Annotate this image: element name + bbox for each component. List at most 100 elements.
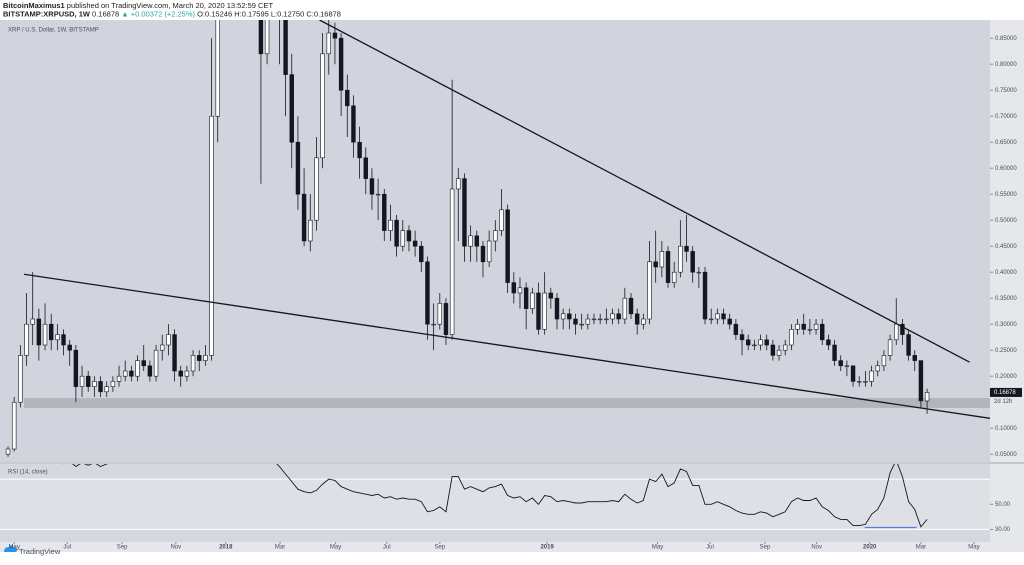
candle-body	[585, 318, 591, 325]
candle-body	[363, 157, 368, 179]
candle-body	[437, 303, 443, 325]
pane-title: XRP / U.S. Dollar, 1W, BITSTAMP	[8, 28, 99, 34]
header-line2: BITSTAMP:XRPUSD, 1W 0.16878 ▲ +0.00372 (…	[3, 9, 341, 18]
candle-body	[474, 235, 480, 247]
candle-body	[98, 381, 103, 393]
candle-body	[887, 339, 893, 356]
candle-body	[542, 292, 547, 330]
x-tick-label: Jul	[706, 545, 714, 551]
candle-body	[591, 318, 597, 321]
rsi-band	[0, 479, 990, 530]
candle-body	[24, 323, 29, 356]
y-tick-label: 0.35000	[995, 296, 1017, 302]
candle-body	[881, 355, 887, 367]
candle-body	[147, 365, 153, 377]
candle-body	[67, 344, 72, 351]
y-tick-label: 0.30000	[995, 322, 1017, 328]
candle-body	[5, 448, 11, 455]
x-tick-label: Nov	[811, 545, 822, 551]
candle-body	[375, 193, 381, 196]
candle-body	[875, 365, 880, 372]
candle-body	[850, 365, 856, 382]
candle-body	[820, 323, 825, 341]
x-tick-label: May	[652, 545, 663, 551]
candle-body	[826, 339, 831, 346]
y-tick-label: 0.60000	[995, 166, 1017, 172]
candle-body	[449, 188, 455, 335]
countdown: 2d 12h	[994, 399, 1012, 405]
candle-body	[659, 251, 665, 268]
candle-body	[678, 245, 683, 273]
candle-body	[641, 318, 646, 325]
y-tick-label: 0.65000	[995, 140, 1017, 146]
candle-body	[739, 334, 745, 341]
candle-body	[73, 349, 79, 387]
candle-body	[345, 89, 350, 107]
candle-body	[110, 381, 116, 387]
candle-body	[382, 193, 387, 231]
candle-body	[258, 20, 264, 55]
ohlc: O:0.15246 H:0.17595 L:0.12750 C:0.16878	[197, 9, 341, 18]
candle-body	[579, 323, 584, 326]
candle-body	[844, 365, 850, 367]
candle-body	[604, 318, 609, 321]
candle-body	[480, 245, 486, 263]
candle-body	[554, 297, 560, 320]
x-tick-label: Nov	[170, 545, 181, 551]
candle-body	[203, 355, 208, 361]
candle-body	[560, 313, 566, 320]
candle-body	[869, 370, 874, 382]
candle-body	[912, 355, 917, 361]
candle-body	[610, 313, 615, 320]
candle-body	[838, 360, 843, 367]
candle-body	[314, 157, 319, 221]
trend-line	[23, 273, 990, 419]
candle-body	[48, 323, 54, 341]
candle-body	[129, 370, 134, 377]
y-tick-label: 0.85000	[995, 36, 1017, 42]
candle-body	[116, 375, 122, 382]
trend-line	[319, 20, 970, 363]
x-tick-label: Jul	[383, 545, 391, 551]
x-tick-label: Mar	[275, 545, 285, 551]
candle-body	[486, 240, 492, 263]
y-tick-label: 0.55000	[995, 192, 1017, 198]
candle-body	[295, 141, 301, 195]
x-tick-label: Sep	[434, 545, 445, 551]
rsi-line	[63, 464, 928, 528]
candle-body	[924, 392, 930, 402]
change: ▲ +0.00372 (+2.25%)	[121, 9, 195, 18]
candle-body	[18, 355, 23, 403]
candle-body	[419, 245, 424, 263]
candle-body	[197, 355, 202, 361]
candle-body	[567, 313, 572, 320]
candle-body	[468, 235, 473, 247]
candle-body	[493, 230, 498, 242]
candle-body	[264, 20, 270, 55]
x-tick-label: Sep	[760, 545, 771, 551]
price-axis	[990, 20, 1024, 542]
y-tick-label: 0.45000	[995, 244, 1017, 250]
candle-body	[622, 297, 628, 320]
candle-body	[351, 105, 356, 143]
candle-body	[394, 219, 399, 247]
candle-body	[172, 334, 177, 372]
candle-body	[813, 323, 819, 330]
support-zone	[24, 398, 990, 408]
candle-body	[801, 323, 806, 330]
candle-body	[511, 282, 517, 294]
candle-body	[499, 209, 504, 231]
y-tick-label: 0.10000	[995, 426, 1017, 432]
candle-body	[92, 381, 97, 387]
candle-body	[135, 360, 140, 377]
footer-logo	[4, 545, 17, 552]
candle-body	[85, 375, 91, 387]
candle-body	[160, 344, 165, 351]
candle-body	[215, 20, 220, 117]
x-tick-label: Jul	[63, 545, 71, 551]
footer-brand: TradingView	[19, 547, 61, 556]
candle-body	[30, 318, 35, 325]
candle-body	[326, 32, 331, 55]
header-line1: BitcoinMaximus1 published on TradingView…	[3, 1, 273, 10]
candle-body	[783, 344, 788, 351]
